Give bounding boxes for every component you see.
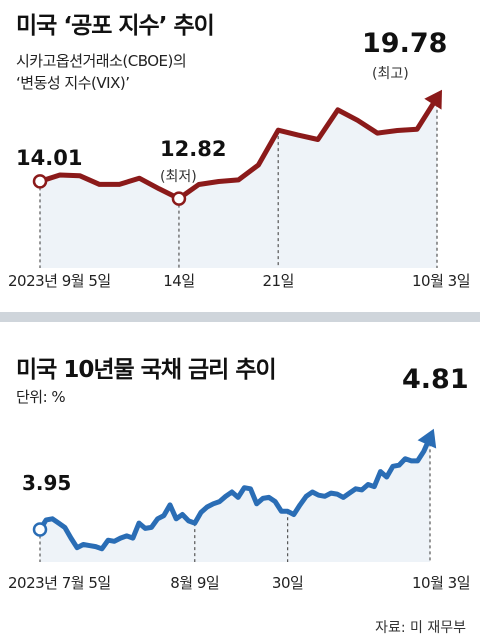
x-tick-label: 30일: [272, 574, 303, 592]
treasury-markers: [32, 428, 437, 537]
vix-chart-svg: 2023년 9월 5일 14일 21일 10월 3일 14.01 12.82 (최저) 19…: [8, 28, 471, 290]
treasury-chart-title: 미국 10년물 국채 금리 추이: [16, 357, 277, 383]
vix-min-value-label: 12.82: [160, 137, 226, 161]
vix-area-fill: [40, 97, 437, 268]
treasury-area-fill: [40, 437, 430, 562]
vix-start-value-label: 14.01: [16, 146, 82, 170]
vix-chart-title: 미국 ‘공포 지수’ 추이: [16, 13, 215, 39]
source-note: 자료: 미 재무부: [375, 620, 466, 636]
vix-max-value-label: 19.78: [362, 28, 447, 59]
x-tick-label: 2023년 7월 5일: [8, 574, 111, 592]
treasury-chart-unit: 단위: %: [16, 388, 66, 406]
vix-chart-panel: 미국 ‘공포 지수’ 추이 시카고옵션거래소(CBOE)의 ‘변동성 지수(VI…: [0, 0, 480, 312]
arrow-head-icon: [424, 89, 442, 110]
x-tick-label: 2023년 9월 5일: [8, 272, 111, 290]
vix-chart-subtitle-line1: 시카고옵션거래소(CBOE)의: [16, 52, 187, 70]
x-tick-label: 14일: [163, 272, 194, 290]
treasury-start-value-label: 3.95: [22, 471, 71, 495]
vix-annotations: 14.01 12.82 (최저) 19.78 (최고): [16, 28, 447, 185]
x-tick-label: 10월 3일: [412, 272, 470, 290]
treasury-annotations: 3.95 4.81: [22, 364, 469, 495]
vix-chart-subtitle-line2: ‘변동성 지수(VIX)’: [16, 74, 130, 92]
x-tick-label: 10월 3일: [412, 574, 470, 592]
vix-markers: [32, 89, 442, 206]
treasury-chart-panel: 미국 10년물 국채 금리 추이 단위: % 2023년 7월 5일 8월 9일 3…: [0, 322, 480, 643]
treasury-guide-lines: [39, 437, 431, 562]
vix-guide-lines: [39, 97, 438, 268]
treasury-end-value-label: 4.81: [402, 364, 469, 395]
vix-min-note: (최저): [160, 169, 197, 185]
arrow-head-icon: [417, 428, 437, 449]
x-tick-label: 8월 9일: [170, 574, 219, 592]
treasury-series-line: [37, 434, 433, 552]
vix-max-note: (최고): [372, 66, 409, 82]
data-point-marker: [171, 191, 187, 206]
vix-x-labels: 2023년 9월 5일 14일 21일 10월 3일: [8, 272, 471, 290]
panel-divider: [0, 312, 480, 322]
vix-series-line: [37, 95, 440, 202]
data-point-marker: [32, 174, 48, 189]
data-point-marker: [32, 522, 48, 537]
x-tick-label: 21일: [263, 272, 294, 290]
treasury-chart-svg: 2023년 7월 5일 8월 9일 30일 10월 3일 3.95 4.81: [8, 364, 471, 592]
treasury-x-labels: 2023년 7월 5일 8월 9일 30일 10월 3일: [8, 574, 471, 592]
